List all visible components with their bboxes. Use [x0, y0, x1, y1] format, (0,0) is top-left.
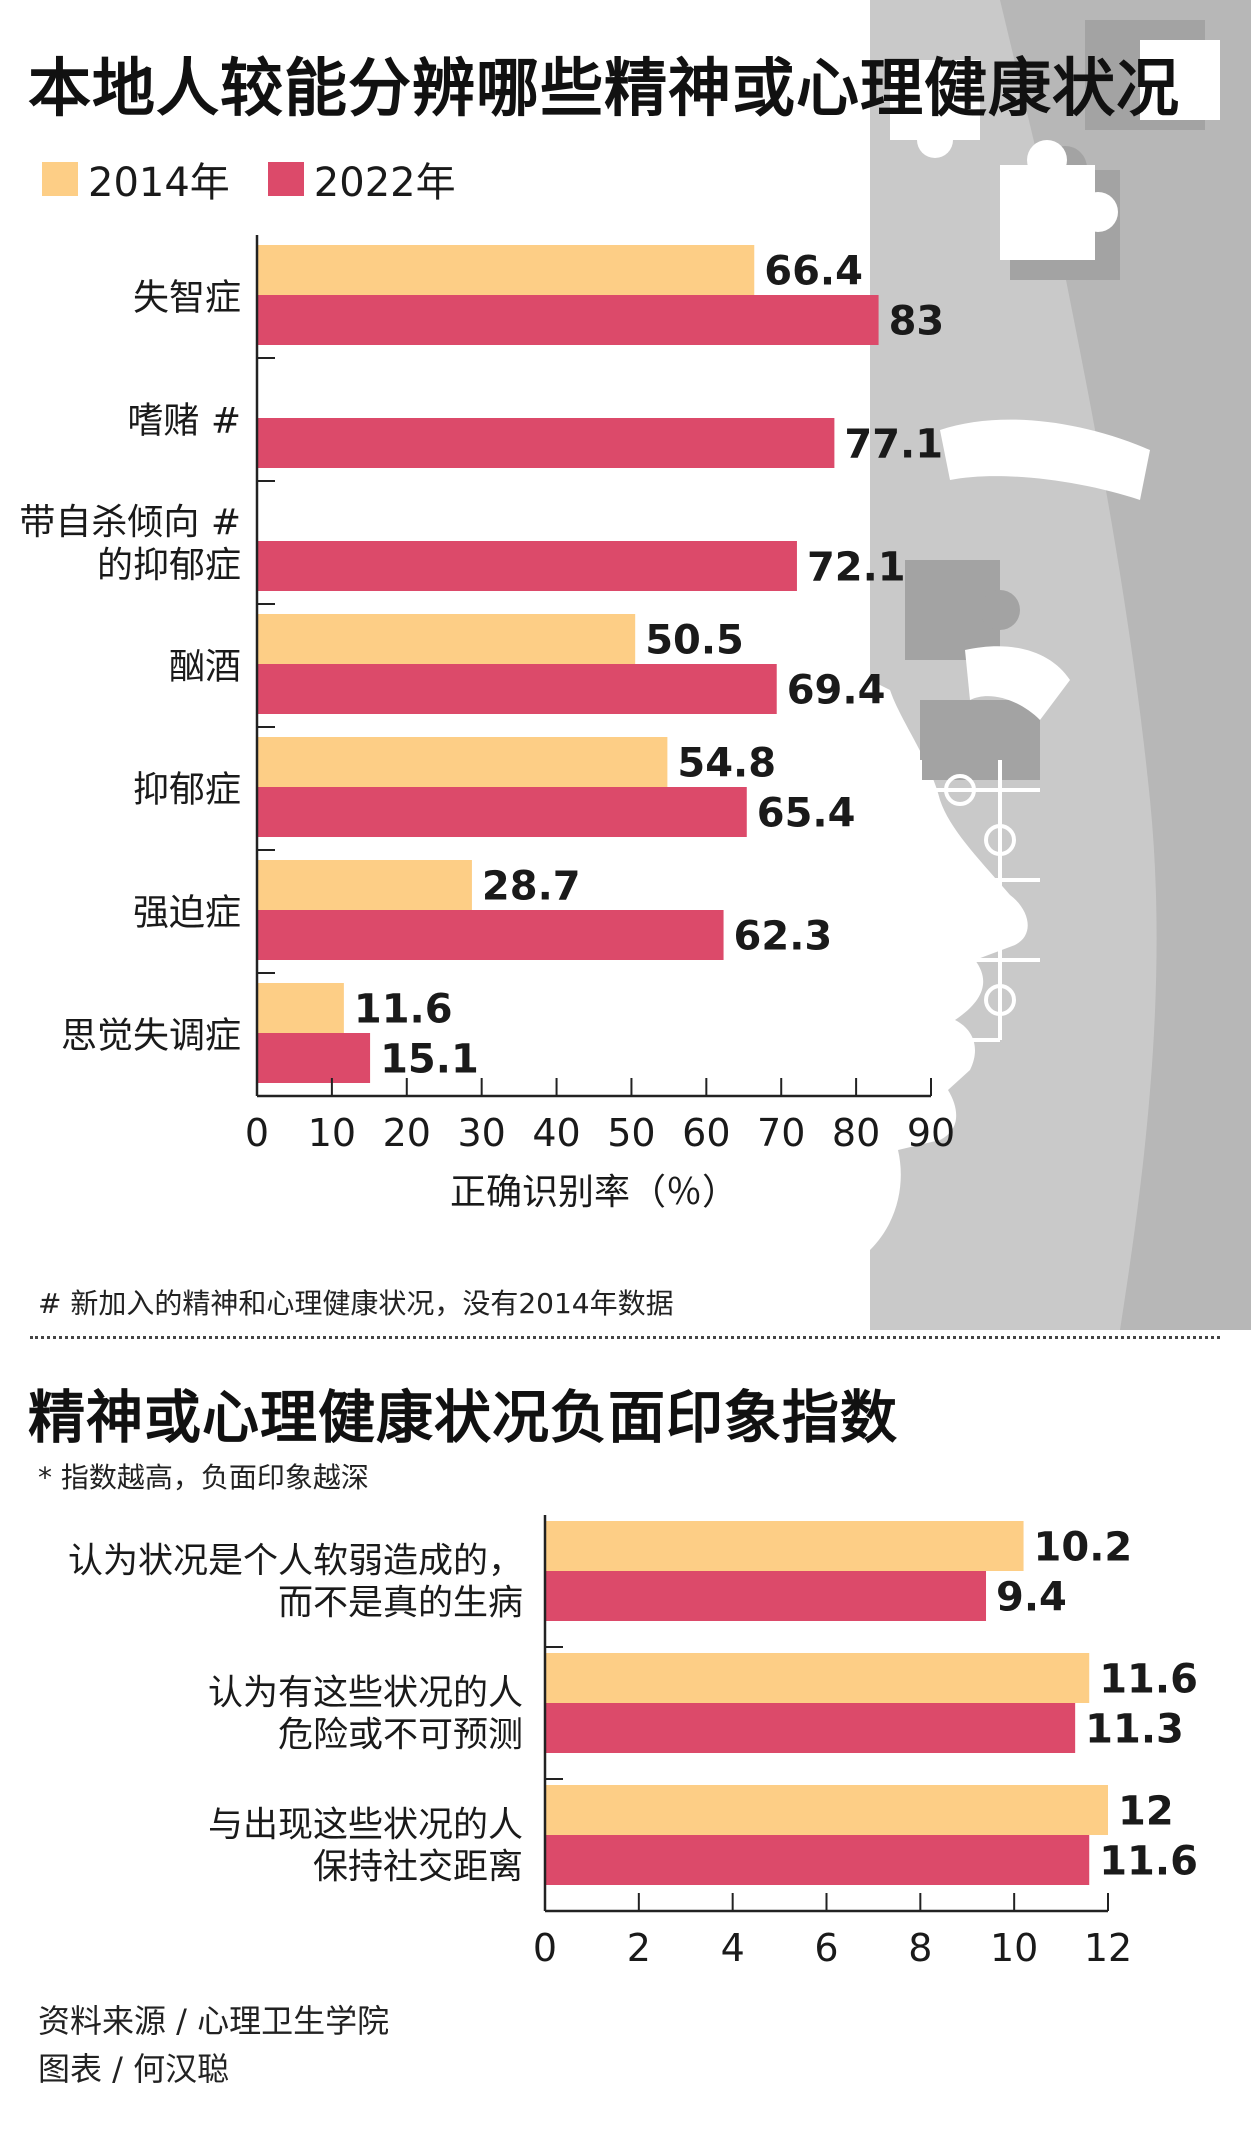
bar-2022 [257, 910, 724, 960]
data-label: 12 [1118, 1788, 1174, 1834]
x-tick-label: 8 [908, 1926, 932, 1970]
bar-2022 [545, 1703, 1076, 1753]
x-tick-label: 80 [832, 1111, 880, 1155]
category-label: 带自杀倾向 # [19, 502, 241, 543]
data-label: 65.4 [757, 790, 856, 836]
x-tick-label: 0 [245, 1111, 269, 1155]
category-label: 认为状况是个人软弱造成的， [68, 1542, 523, 1582]
category-label: 强迫症 [133, 892, 241, 933]
legend-swatch-2014 [42, 162, 78, 196]
data-label: 83 [889, 298, 945, 344]
index-note: * 指数越高，负面印象越深 [38, 1461, 369, 1494]
data-label: 54.8 [677, 740, 776, 786]
bar-2022 [257, 418, 835, 468]
data-label: 11.6 [1099, 1838, 1198, 1884]
bar-2022 [257, 664, 777, 714]
dotted-divider [30, 1336, 1220, 1339]
bar-2014 [257, 614, 636, 664]
bar-2014 [545, 1785, 1108, 1835]
legend-swatch-2022 [267, 162, 304, 196]
category-label: 的抑郁症 [97, 545, 241, 586]
bar-2022 [257, 1033, 371, 1083]
data-label: 69.4 [787, 667, 886, 713]
bar-2014 [545, 1653, 1090, 1703]
footnote: # 新加入的精神和心理健康状况，没有2014年数据 [38, 1287, 674, 1320]
x-tick-label: 70 [757, 1111, 805, 1155]
x-tick-label: 12 [1084, 1926, 1132, 1970]
x-tick-label: 6 [814, 1926, 838, 1970]
graphic-credit: 图表 / 何汉聪 [38, 2050, 230, 2088]
data-label: 10.2 [1034, 1524, 1133, 1570]
x-tick-label: 40 [532, 1111, 580, 1155]
bar-2022 [545, 1835, 1090, 1885]
legend: 2014年 2022年 [42, 150, 456, 208]
data-label: 72.1 [807, 544, 906, 590]
x-tick-label: 10 [308, 1111, 356, 1155]
x-tick-label: 50 [607, 1111, 655, 1155]
chart-title: 本地人较能分辨哪些精神或心理健康状况 [28, 52, 1180, 125]
data-label: 77.1 [844, 421, 943, 467]
section-title: 精神或心理健康状况负面印象指数 [28, 1385, 898, 1451]
data-label: 11.6 [354, 986, 453, 1032]
category-label: 抑郁症 [133, 769, 241, 810]
legend-item-2022: 2022年 [267, 150, 456, 208]
head-silhouette [870, 0, 1251, 1330]
bar-2022 [257, 541, 797, 591]
legend-label-2014: 2014年 [88, 160, 230, 206]
x-tick-label: 90 [907, 1111, 955, 1155]
bar-2014 [257, 983, 344, 1033]
data-label: 50.5 [645, 617, 744, 663]
category-label: 酗酒 [169, 646, 241, 687]
data-label: 9.4 [996, 1574, 1067, 1620]
x-tick-label: 30 [457, 1111, 505, 1155]
bar-2014 [257, 860, 472, 910]
puzzle-cutout-pieces [890, 40, 1220, 720]
category-label: 与出现这些状况的人 [208, 1806, 523, 1846]
x-axis-title: 正确识别率（％） [450, 1172, 738, 1213]
data-label: 28.7 [482, 863, 581, 909]
source-credit: 资料来源 / 心理卫生学院 [38, 2002, 390, 2040]
puzzle-outline-grid [890, 760, 1040, 1100]
x-tick-label: 10 [990, 1926, 1038, 1970]
x-tick-label: 0 [533, 1926, 557, 1970]
x-tick-label: 60 [682, 1111, 730, 1155]
bar-2014 [257, 245, 755, 295]
category-label: 危险或不可预测 [278, 1716, 523, 1756]
bar-2022 [545, 1571, 987, 1621]
data-label: 62.3 [734, 913, 833, 959]
data-label: 66.4 [764, 248, 863, 294]
data-label: 11.6 [1099, 1656, 1198, 1702]
category-label: 嗜赌 # [127, 400, 241, 441]
bar-2014 [545, 1521, 1024, 1571]
legend-label-2022: 2022年 [313, 160, 456, 206]
recognition-rate-chart: 66.4 83 失智症 77.1 嗜赌 # 72.1 带自杀倾向 #的抑郁症 50.5 69.4… [19, 235, 955, 1213]
x-tick-label: 2 [627, 1926, 651, 1970]
category-label: 而不是真的生病 [278, 1584, 523, 1624]
category-label: 失智症 [133, 277, 241, 318]
bar-2022 [257, 787, 747, 837]
bar-2014 [257, 737, 668, 787]
category-label: 思觉失调症 [61, 1015, 241, 1056]
bar-2022 [257, 295, 879, 345]
data-label: 11.3 [1085, 1706, 1184, 1752]
category-label: 保持社交距离 [313, 1848, 523, 1888]
stigma-index-chart: 10.29.4认为状况是个人软弱造成的，而不是真的生病11.611.3认为有这些… [68, 1515, 1198, 1970]
x-tick-label: 20 [383, 1111, 431, 1155]
x-tick-label: 4 [721, 1926, 745, 1970]
data-label: 15.1 [380, 1036, 479, 1082]
legend-item-2014: 2014年 [42, 150, 230, 208]
category-label: 认为有这些状况的人 [208, 1674, 523, 1714]
